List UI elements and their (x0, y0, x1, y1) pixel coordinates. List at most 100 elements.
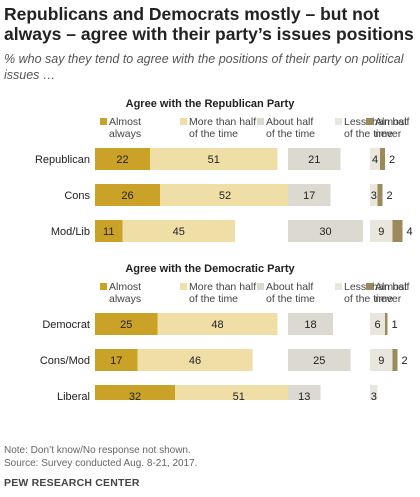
legend-swatch (100, 283, 107, 290)
legend-label: never (375, 293, 402, 305)
bar-segment (377, 184, 383, 206)
data-label: 25 (120, 319, 132, 331)
bar-segment (95, 385, 175, 400)
category-label: Cons/Mod (40, 355, 90, 367)
bar-segment (288, 184, 331, 206)
legend-label: of the time (189, 128, 238, 140)
category-label: Mod/Lib (51, 226, 90, 238)
bar-segment (392, 220, 403, 242)
data-label: 2 (389, 154, 395, 166)
legend-label: Almost (109, 116, 141, 128)
legend-label: of the time (266, 293, 315, 305)
chart-subtitle: % who say they tend to agree with the po… (4, 52, 404, 82)
legend-label: always (109, 128, 141, 140)
data-label: 22 (116, 154, 128, 166)
bar-segment (370, 184, 378, 206)
bar-segment (150, 148, 278, 170)
chart-title: Republicans and Democrats mostly – but n… (4, 4, 414, 44)
legend-label: of the time (189, 293, 238, 305)
legend-swatch (366, 118, 373, 125)
legend-swatch (100, 118, 107, 125)
bar-segment (95, 148, 150, 170)
bar-segment (392, 349, 398, 371)
data-label: 51 (208, 154, 220, 166)
category-label: Democrat (42, 319, 90, 331)
bar-segment (370, 349, 393, 371)
data-label: 17 (110, 355, 122, 367)
legend-label: Almost (375, 281, 407, 293)
legend-swatch (257, 118, 264, 125)
bar-segment (137, 349, 253, 371)
data-label: 30 (319, 226, 331, 238)
note-text: Note: Don’t know/No response not shown. (4, 445, 191, 456)
category-label: Liberal (57, 391, 90, 400)
data-label: 18 (304, 319, 316, 331)
panel-title: Agree with the Republican Party (126, 98, 296, 110)
legend-label: never (375, 128, 402, 140)
bar-segment (380, 148, 385, 170)
bar-segment (370, 148, 380, 170)
bar-segment (95, 349, 138, 371)
data-label: 9 (378, 355, 384, 367)
data-label: 48 (211, 319, 223, 331)
data-label: 45 (173, 226, 185, 238)
bar-segment (288, 148, 341, 170)
bar-segment (95, 184, 160, 206)
legend-label: More than half (189, 116, 256, 128)
data-label: 2 (387, 190, 393, 202)
legend-swatch (335, 118, 342, 125)
data-label: 9 (378, 226, 384, 238)
legend-label: Less than half (344, 281, 409, 293)
data-label: 17 (303, 190, 315, 202)
bar-segment (370, 385, 378, 400)
legend-swatch (180, 118, 187, 125)
bar-segment (370, 220, 393, 242)
legend-label: About half (266, 281, 313, 293)
legend-label: of the time (344, 293, 393, 305)
legend-label: About half (266, 116, 313, 128)
legend-label: Almost (109, 281, 141, 293)
legend-swatch (366, 283, 373, 290)
data-label: 46 (189, 355, 201, 367)
source-label: PEW RESEARCH CENTER (4, 477, 140, 489)
bar-segment (95, 220, 123, 242)
legend-label: always (109, 293, 141, 305)
source-note: Source: Survey conducted Aug. 8-21, 2017… (4, 458, 198, 469)
data-label: 4 (407, 226, 413, 238)
data-label: 2 (402, 355, 408, 367)
bar-segment (288, 220, 363, 242)
legend-label: Almost (375, 116, 407, 128)
bar-segment (288, 313, 333, 335)
data-label: 13 (298, 391, 310, 400)
category-label: Cons (64, 190, 90, 202)
bar-segment (175, 385, 303, 400)
legend-swatch (180, 283, 187, 290)
data-label: 32 (129, 391, 141, 400)
legend-swatch (257, 283, 264, 290)
data-label: 52 (219, 190, 231, 202)
data-label: 1 (392, 319, 398, 331)
data-label: 6 (374, 319, 380, 331)
data-label: 3 (371, 391, 377, 400)
panel-title: Agree with the Democratic Party (125, 263, 295, 275)
bar-segment (288, 349, 351, 371)
bar-segment (370, 313, 385, 335)
legend-label: More than half (189, 281, 256, 293)
legend-swatch (335, 283, 342, 290)
bar-segment (122, 220, 235, 242)
chart-area: Agree with the Republican PartyAlmostalw… (35, 98, 413, 400)
data-label: 4 (372, 154, 378, 166)
data-label: 26 (121, 190, 133, 202)
bar-segment (157, 313, 278, 335)
data-label: 3 (371, 190, 377, 202)
data-label: 11 (103, 226, 114, 238)
bar-segment (385, 313, 388, 335)
legend-label: Less than half (344, 116, 409, 128)
bar-segment (95, 313, 158, 335)
data-label: 51 (233, 391, 245, 400)
legend-label: of the time (266, 128, 315, 140)
category-label: Republican (35, 154, 90, 166)
data-label: 25 (313, 355, 325, 367)
data-label: 21 (308, 154, 320, 166)
bar-segment (160, 184, 290, 206)
